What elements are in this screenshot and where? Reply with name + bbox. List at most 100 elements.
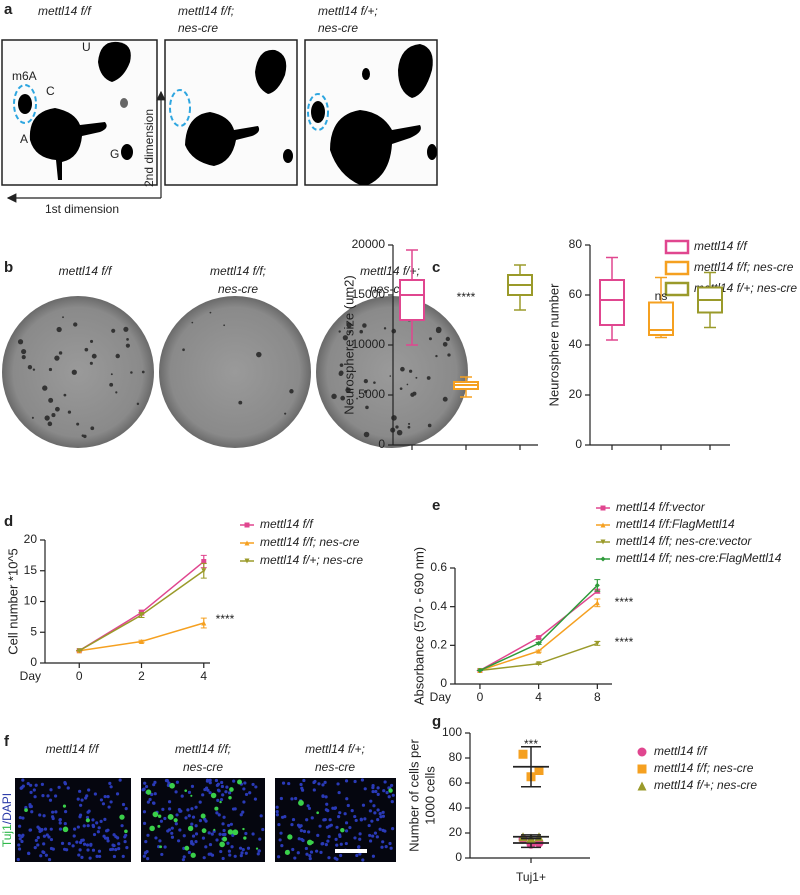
nucleus bbox=[82, 824, 86, 828]
nucleus bbox=[350, 809, 354, 813]
nucleus bbox=[152, 801, 156, 805]
nucleus bbox=[44, 853, 48, 857]
legend-marker bbox=[637, 747, 647, 757]
nucleus bbox=[187, 814, 191, 818]
y-tick-label: 20 bbox=[24, 532, 38, 546]
nucleus bbox=[240, 851, 244, 855]
nucleus bbox=[299, 782, 303, 787]
nucleus bbox=[54, 810, 58, 814]
nucleus bbox=[96, 830, 100, 834]
nucleus bbox=[51, 815, 55, 819]
nucleus bbox=[99, 819, 103, 824]
nucleus bbox=[335, 825, 339, 829]
genotype-label: nes-cre bbox=[178, 21, 218, 35]
legend-marker bbox=[600, 522, 606, 528]
nucleus bbox=[376, 786, 380, 790]
nucleus bbox=[204, 786, 209, 790]
box bbox=[599, 279, 625, 326]
nucleus bbox=[26, 782, 30, 786]
series-line bbox=[479, 642, 598, 672]
dish-images bbox=[2, 296, 468, 448]
nucleus bbox=[78, 789, 82, 793]
spot-label: G bbox=[110, 147, 119, 161]
nucleus bbox=[46, 794, 50, 798]
nucleus bbox=[248, 791, 252, 795]
nucleus bbox=[391, 793, 395, 797]
nucleus bbox=[389, 846, 393, 850]
genotype-label: nes-cre bbox=[218, 282, 258, 296]
nucleus bbox=[187, 850, 191, 855]
y-axis-title: 1000 cells bbox=[422, 766, 437, 825]
legend-label: mettl14 f/+; nes-cre bbox=[260, 553, 363, 567]
nucleus bbox=[18, 837, 22, 841]
nucleus bbox=[226, 841, 230, 845]
nucleus bbox=[170, 831, 174, 835]
point bbox=[536, 648, 542, 654]
nucleus bbox=[87, 788, 91, 792]
nucleus bbox=[321, 794, 325, 799]
nucleus bbox=[142, 821, 147, 825]
nucleus bbox=[80, 798, 84, 802]
nucleus bbox=[114, 848, 118, 852]
nucleus bbox=[118, 778, 122, 782]
x-tick-label: 0 bbox=[76, 669, 83, 683]
sphere bbox=[54, 355, 60, 361]
neuron bbox=[222, 836, 228, 842]
nucleus bbox=[190, 841, 194, 845]
point bbox=[594, 582, 600, 588]
neuron bbox=[340, 827, 345, 833]
nucleus bbox=[348, 825, 352, 830]
nucleus bbox=[385, 791, 389, 795]
nucleus bbox=[85, 794, 89, 798]
nucleus bbox=[76, 825, 80, 829]
nucleus bbox=[170, 835, 175, 839]
sphere bbox=[396, 429, 403, 436]
nucleus bbox=[359, 818, 363, 822]
sphere bbox=[31, 416, 34, 419]
y-tick-label: 0.2 bbox=[430, 638, 447, 652]
tlc-image bbox=[164, 39, 298, 186]
nucleus bbox=[327, 824, 332, 828]
nucleus bbox=[301, 838, 305, 843]
nucleus bbox=[367, 823, 371, 828]
neuron bbox=[255, 847, 259, 850]
sphere bbox=[284, 412, 287, 415]
nucleus bbox=[280, 844, 284, 848]
sphere bbox=[71, 369, 77, 375]
legend-label: mettl14 f/f:vector bbox=[616, 500, 706, 514]
nucleus bbox=[178, 828, 182, 832]
nucleus bbox=[308, 856, 312, 861]
nucleus bbox=[290, 823, 294, 827]
nucleus bbox=[224, 790, 228, 794]
neuron bbox=[210, 792, 217, 799]
nucleus bbox=[229, 822, 234, 826]
nucleus bbox=[166, 829, 170, 833]
genotype-label: nes-cre bbox=[183, 760, 223, 774]
nucleus bbox=[76, 797, 80, 801]
nucleus bbox=[208, 842, 213, 847]
nucleus bbox=[57, 785, 61, 789]
nucleus bbox=[302, 778, 306, 783]
nucleus bbox=[198, 819, 203, 823]
legend-marker bbox=[244, 558, 250, 564]
neuron bbox=[145, 789, 152, 795]
nucleus bbox=[39, 828, 44, 833]
nucleus bbox=[120, 824, 124, 828]
nucleus bbox=[230, 845, 234, 849]
x-tick-label: 0 bbox=[477, 690, 484, 704]
nucleus bbox=[204, 845, 208, 849]
y-tick-label: 0 bbox=[30, 655, 37, 669]
nucleus bbox=[47, 857, 52, 862]
micrographs bbox=[15, 778, 396, 862]
neuron bbox=[152, 811, 159, 818]
nucleus bbox=[293, 856, 297, 860]
sphere bbox=[407, 425, 411, 429]
neuron bbox=[62, 826, 69, 833]
sphere bbox=[415, 376, 418, 379]
nucleus bbox=[201, 793, 205, 797]
nucleus bbox=[244, 851, 248, 855]
nucleus bbox=[116, 836, 120, 840]
nucleus bbox=[358, 832, 362, 836]
nucleus bbox=[321, 842, 325, 846]
nucleus bbox=[190, 807, 194, 811]
